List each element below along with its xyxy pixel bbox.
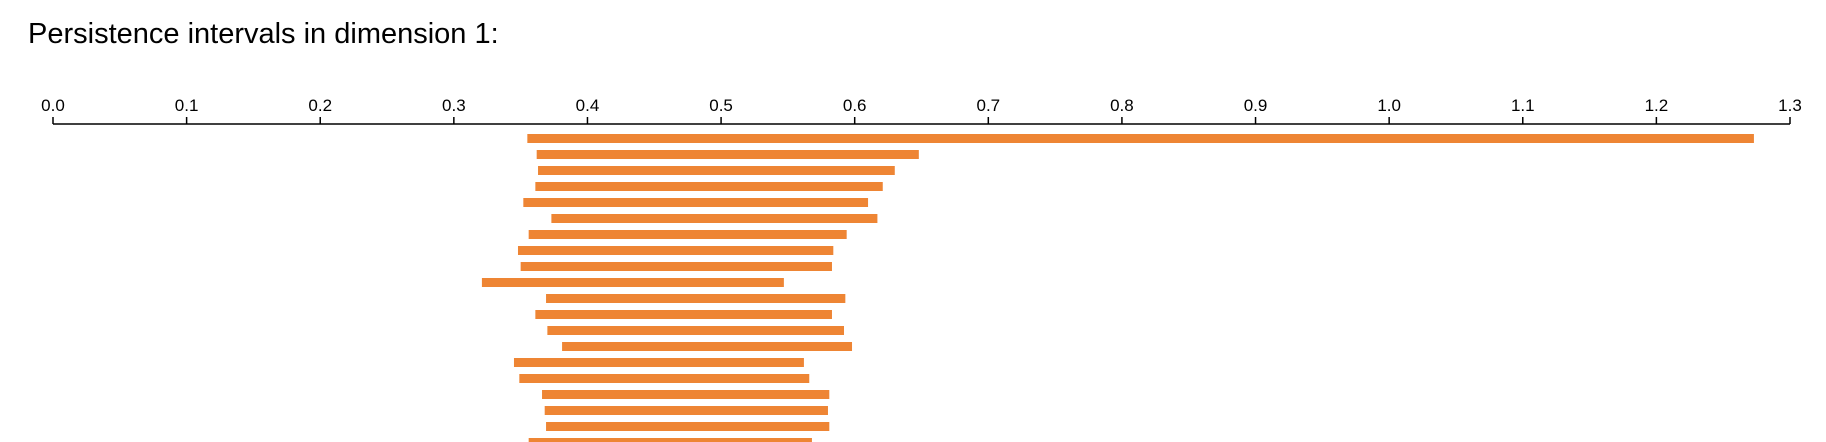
interval-bar: [528, 230, 847, 239]
interval-bar: [536, 150, 919, 159]
interval-bar: [535, 310, 832, 319]
x-tick-label: 0.4: [576, 96, 600, 115]
interval-bar: [528, 438, 812, 442]
x-axis: 0.0 0.1 0.2 0.3 0.4 0.5 0.6 0.7 0.8 0.9 1.0 1.1 1.2 1…: [41, 96, 1802, 125]
interval-bar: [481, 278, 784, 287]
interval-bar: [546, 294, 846, 303]
x-tick-label: 0.5: [709, 96, 733, 115]
x-tick-label: 1.2: [1645, 96, 1669, 115]
x-tick-label: 0.7: [976, 96, 1000, 115]
interval-bar: [517, 246, 834, 255]
x-tick-label: 0.0: [41, 96, 65, 115]
interval-bar: [551, 214, 878, 223]
interval-bars: [481, 134, 1754, 442]
interval-bar: [535, 182, 883, 191]
interval-bar: [519, 374, 810, 383]
interval-bar: [546, 422, 830, 431]
x-tick-label: 1.3: [1778, 96, 1802, 115]
x-tick-label: 0.1: [175, 96, 199, 115]
interval-bar: [544, 406, 828, 415]
chart-title: Persistence intervals in dimension 1:: [28, 18, 499, 50]
interval-bar: [547, 326, 845, 335]
x-tick-label: 0.6: [843, 96, 867, 115]
interval-bar: [520, 262, 832, 271]
x-tick-label: 1.1: [1511, 96, 1535, 115]
x-tick-label: 0.3: [442, 96, 466, 115]
interval-bar: [523, 198, 869, 207]
interval-bar: [527, 134, 1754, 143]
interval-bar: [538, 166, 895, 175]
x-tick-label: 0.8: [1110, 96, 1134, 115]
x-tick-label: 0.2: [308, 96, 332, 115]
x-tick-label: 0.9: [1244, 96, 1268, 115]
interval-bar: [542, 390, 830, 399]
interval-bar: [513, 358, 804, 367]
x-tick-label: 1.0: [1377, 96, 1401, 115]
interval-bar: [562, 342, 853, 351]
